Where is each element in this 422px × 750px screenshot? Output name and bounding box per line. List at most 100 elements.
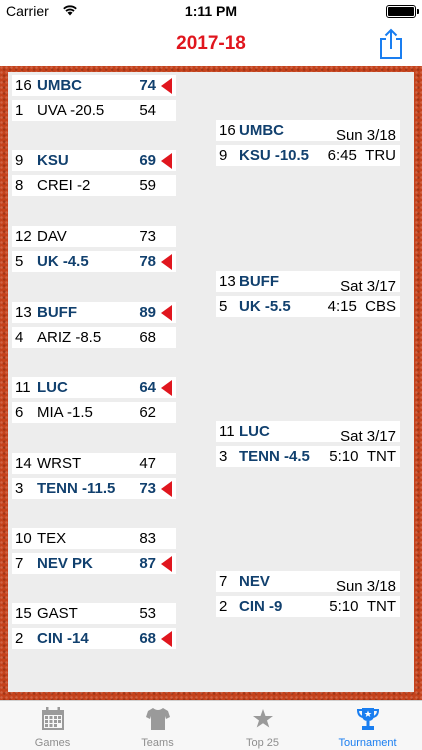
- status-bar: Carrier 1:11 PM: [0, 0, 422, 22]
- bracket-team-slot[interactable]: 14 WRST 47: [12, 453, 176, 474]
- winner-arrow-icon: [161, 380, 172, 396]
- matchup-team-row: 3 TENN -4.5: [216, 446, 400, 467]
- team-seed: 10: [15, 530, 32, 547]
- matchup-team-row: 7 NEV: [216, 571, 400, 592]
- winner-arrow-icon: [161, 556, 172, 572]
- tab-label: Teams: [141, 737, 174, 749]
- matchup-card[interactable]: 13 BUFF 5 UK -5.5 Sat 3/17 4:15 CBS: [216, 271, 400, 321]
- team-score: 59: [139, 177, 156, 194]
- tv-network: TNT: [366, 448, 396, 465]
- matchup-card[interactable]: 16 UMBC 9 KSU -10.5 Sun 3/18 6:45 TRU: [216, 120, 400, 170]
- team-score: 62: [139, 404, 156, 421]
- bracket-team-slot[interactable]: 8 CREI -2 59: [12, 175, 176, 196]
- carrier-label: Carrier: [6, 3, 49, 19]
- matchup-card[interactable]: 7 NEV 2 CIN -9 Sun 3/18 5:10 TNT: [216, 571, 400, 621]
- matchup-team-row: 11 LUC: [216, 421, 400, 442]
- team-seed: 13: [219, 273, 236, 290]
- tab-games[interactable]: Games: [0, 701, 105, 750]
- matchup-team-row: 16 UMBC: [216, 120, 400, 141]
- tab-teams[interactable]: Teams: [105, 701, 210, 750]
- team-name: KSU: [37, 152, 69, 169]
- team-seed: 5: [15, 253, 24, 270]
- bracket-team-slot[interactable]: 11 LUC 64: [12, 377, 176, 398]
- bracket-team-slot[interactable]: 12 DAV 73: [12, 226, 176, 247]
- matchup-card[interactable]: 11 LUC 3 TENN -4.5 Sat 3/17 5:10 TNT: [216, 421, 400, 471]
- bracket-team-slot[interactable]: 15 GAST 53: [12, 603, 176, 624]
- matchup-team-row: 2 CIN -9: [216, 596, 400, 617]
- bracket-team-slot[interactable]: 16 UMBC 74: [12, 75, 176, 96]
- matchup-team-row: 5 UK -5.5: [216, 296, 400, 317]
- team-score: 73: [139, 228, 156, 245]
- game-schedule: Sun 3/18 5:10 TNT: [329, 577, 396, 617]
- game-time: 4:15: [327, 298, 357, 315]
- team-name: NEV PK: [37, 555, 93, 572]
- team-seed: 14: [15, 455, 32, 472]
- team-score: 68: [139, 630, 156, 647]
- team-score: 54: [139, 102, 156, 119]
- matchup-team-row: 13 BUFF: [216, 271, 400, 292]
- team-name: NEV: [239, 573, 270, 590]
- winner-arrow-icon: [161, 153, 172, 169]
- game-time: 5:10: [329, 448, 359, 465]
- game-day: Sat 3/17: [340, 278, 396, 295]
- team-name: TENN -11.5: [37, 480, 116, 497]
- bracket-team-slot[interactable]: 13 BUFF 89: [12, 302, 176, 323]
- winner-arrow-icon: [161, 254, 172, 270]
- game-schedule: Sat 3/17 4:15 CBS: [328, 277, 396, 317]
- team-name: TEX: [37, 530, 67, 547]
- team-name: ARIZ -8.5: [37, 329, 102, 346]
- wifi-icon: [63, 5, 77, 16]
- bracket-team-slot[interactable]: 6 MIA -1.5 62: [12, 402, 176, 423]
- team-seed: 8: [15, 177, 24, 194]
- game-time: 5:10: [329, 598, 359, 615]
- bracket-team-slot[interactable]: 1 UVA -20.5 54: [12, 100, 176, 121]
- tab-label: Games: [34, 737, 71, 749]
- game-schedule: Sat 3/17 5:10 TNT: [329, 427, 396, 467]
- bracket-team-slot[interactable]: 10 TEX 83: [12, 528, 176, 549]
- tab-label: Tournament: [338, 737, 397, 749]
- bracket-team-slot[interactable]: 5 UK -4.5 78: [12, 251, 176, 272]
- calendar-icon: [42, 707, 64, 730]
- bracket-team-slot[interactable]: 2 CIN -14 68: [12, 628, 176, 649]
- tab-top25[interactable]: Top 25: [210, 701, 315, 750]
- bracket-team-slot[interactable]: 9 KSU 69: [12, 150, 176, 171]
- team-seed: 9: [219, 147, 228, 164]
- team-seed: 2: [219, 598, 228, 615]
- trophy-icon: [356, 708, 380, 730]
- team-seed: 13: [15, 304, 32, 321]
- winner-arrow-icon: [161, 78, 172, 94]
- team-seed: 5: [219, 298, 228, 315]
- team-name: UK -5.5: [239, 298, 291, 315]
- team-score: 47: [139, 455, 156, 472]
- winner-arrow-icon: [161, 305, 172, 321]
- share-button[interactable]: [378, 28, 404, 60]
- team-seed: 2: [15, 630, 24, 647]
- team-score: 74: [139, 77, 156, 94]
- matchup-team-row: 9 KSU -10.5: [216, 145, 400, 166]
- battery-icon: [386, 5, 419, 18]
- team-seed: 11: [219, 423, 235, 440]
- team-score: 89: [139, 304, 156, 321]
- team-seed: 4: [15, 329, 24, 346]
- team-name: WRST: [37, 455, 82, 472]
- jersey-icon: [146, 708, 170, 730]
- team-seed: 11: [15, 379, 31, 396]
- bracket-team-slot[interactable]: 4 ARIZ -8.5 68: [12, 327, 176, 348]
- team-seed: 6: [15, 404, 24, 421]
- nav-bar: 2017-18: [0, 22, 422, 66]
- bracket-panel: 16 UMBC 74 1 UVA -20.5 54 9 KSU 69 8 CREI -2 59 12 DA…: [8, 72, 414, 692]
- tab-tournament[interactable]: Tournament: [315, 701, 420, 750]
- team-name: LUC: [37, 379, 68, 396]
- team-score: 83: [139, 530, 156, 547]
- tv-network: TNT: [366, 598, 396, 615]
- team-name: UVA -20.5: [37, 102, 105, 119]
- team-seed: 1: [15, 102, 24, 119]
- bracket-team-slot[interactable]: 3 TENN -11.5 73: [12, 478, 176, 499]
- team-name: CIN -9: [239, 598, 283, 615]
- team-score: 78: [139, 253, 156, 270]
- bracket-team-slot[interactable]: 7 NEV PK 87: [12, 553, 176, 574]
- team-name: UMBC: [37, 77, 82, 94]
- tab-label: Top 25: [245, 737, 280, 749]
- team-score: 87: [139, 555, 156, 572]
- team-score: 73: [139, 480, 156, 497]
